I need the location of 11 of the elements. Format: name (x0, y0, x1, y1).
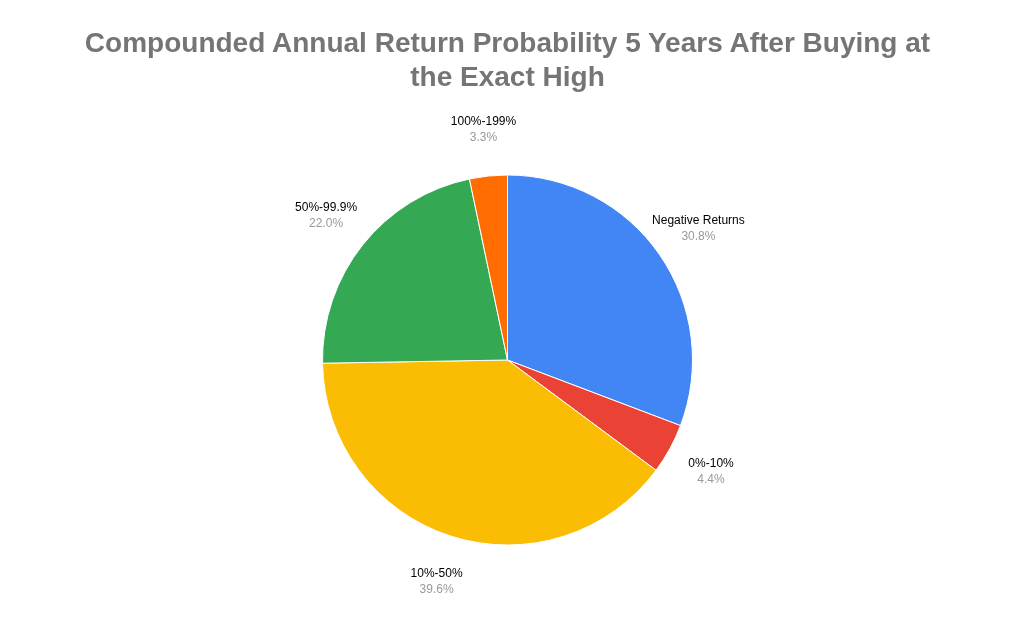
data-label: 3.3% (469, 130, 498, 145)
slice-label: 0%-10% (688, 456, 735, 471)
chart-title: Compounded Annual Return Probability 5 Years After Buying at the Exact High (84, 27, 931, 92)
slice-label: Negative Returns (652, 213, 745, 228)
data-label: 30.8% (681, 229, 716, 244)
slice-label: 100%-199% (450, 114, 517, 129)
data-label: 4.4% (697, 472, 726, 487)
slice-label: 10%-50% (410, 565, 463, 580)
slice-label: 50%-99.9% (295, 200, 358, 215)
data-label: 39.6% (419, 581, 454, 596)
data-label: 22.0% (309, 216, 344, 231)
